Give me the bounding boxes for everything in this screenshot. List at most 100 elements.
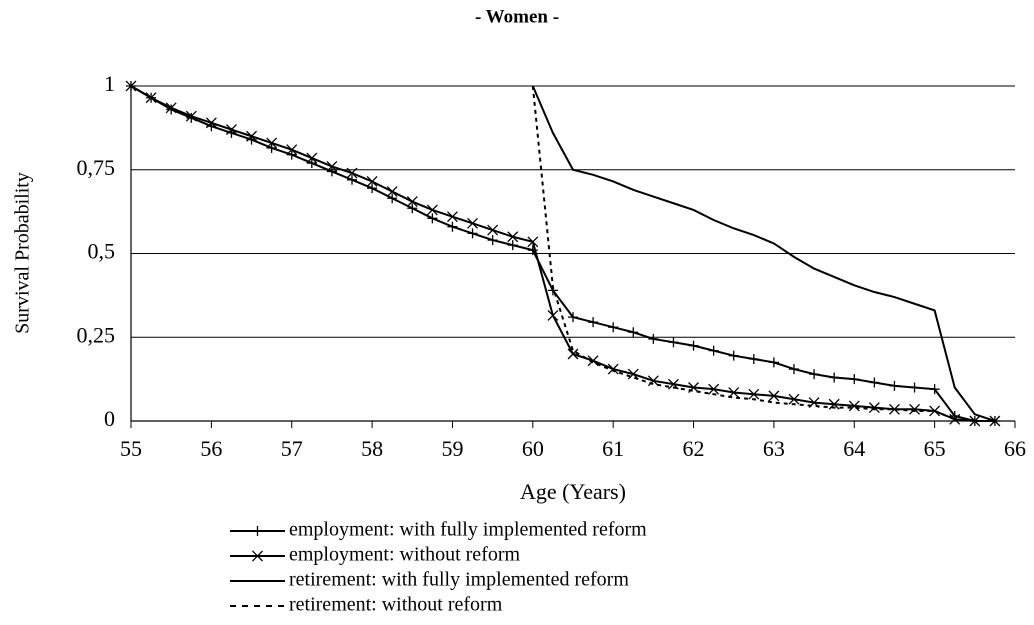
y-tick-label: 1 bbox=[104, 71, 115, 96]
marker bbox=[225, 124, 237, 136]
marker bbox=[628, 327, 639, 338]
marker bbox=[909, 382, 920, 393]
y-tick-label: 0,5 bbox=[88, 239, 116, 264]
marker bbox=[266, 142, 277, 153]
marker bbox=[286, 149, 297, 160]
marker bbox=[527, 245, 538, 256]
marker bbox=[347, 174, 357, 185]
marker bbox=[306, 158, 317, 169]
marker bbox=[366, 176, 378, 187]
marker bbox=[949, 413, 961, 425]
marker bbox=[387, 193, 398, 204]
marker bbox=[929, 384, 940, 395]
x-axis-label: Age (Years) bbox=[520, 479, 626, 504]
marker bbox=[587, 355, 599, 367]
marker bbox=[868, 402, 880, 414]
marker bbox=[446, 211, 458, 223]
marker bbox=[386, 186, 398, 197]
marker bbox=[909, 403, 921, 415]
legend-label: retirement: with fully implemented refor… bbox=[289, 569, 629, 591]
marker bbox=[326, 166, 337, 177]
marker bbox=[869, 377, 880, 388]
marker bbox=[205, 117, 217, 129]
marker bbox=[145, 92, 157, 104]
marker bbox=[507, 231, 519, 243]
marker bbox=[507, 240, 518, 251]
marker bbox=[608, 322, 619, 333]
marker bbox=[889, 380, 900, 391]
marker bbox=[426, 204, 438, 216]
marker bbox=[849, 374, 860, 385]
x-tick-label: 55 bbox=[120, 436, 142, 461]
series-line bbox=[531, 85, 995, 422]
marker bbox=[266, 137, 278, 149]
x-tick-label: 62 bbox=[683, 436, 705, 461]
marker bbox=[728, 350, 739, 361]
marker bbox=[789, 364, 799, 375]
marker bbox=[588, 317, 599, 328]
marker bbox=[252, 526, 263, 536]
marker bbox=[165, 102, 177, 114]
marker bbox=[708, 345, 719, 356]
x-tick-label: 56 bbox=[200, 436, 222, 461]
marker bbox=[708, 383, 720, 395]
marker bbox=[768, 390, 780, 402]
marker bbox=[286, 144, 298, 156]
marker bbox=[607, 363, 619, 375]
marker bbox=[246, 130, 258, 142]
marker bbox=[828, 398, 840, 410]
x-tick-label: 57 bbox=[281, 436, 303, 461]
marker bbox=[568, 312, 578, 323]
marker bbox=[748, 354, 759, 365]
marker bbox=[487, 235, 498, 246]
marker bbox=[125, 80, 137, 92]
x-tick-label: 63 bbox=[763, 436, 785, 461]
x-tick-label: 59 bbox=[441, 436, 463, 461]
y-tick-label: 0,25 bbox=[77, 322, 116, 347]
marker bbox=[326, 160, 338, 172]
marker bbox=[367, 183, 378, 194]
marker bbox=[447, 221, 458, 232]
marker bbox=[809, 369, 820, 380]
marker bbox=[346, 167, 358, 179]
series-line bbox=[531, 85, 996, 422]
marker bbox=[848, 400, 860, 412]
x-tick-label: 60 bbox=[522, 436, 544, 461]
chart-title: - Women - bbox=[475, 6, 559, 27]
marker bbox=[929, 405, 941, 417]
marker bbox=[427, 213, 438, 224]
x-tick-label: 64 bbox=[843, 436, 865, 461]
marker bbox=[788, 393, 800, 405]
marker bbox=[748, 388, 760, 400]
x-tick-label: 61 bbox=[602, 436, 624, 461]
marker bbox=[527, 236, 539, 248]
y-tick-label: 0,75 bbox=[77, 155, 116, 180]
marker bbox=[567, 348, 579, 360]
marker bbox=[407, 203, 418, 214]
legend-label: employment: with fully implemented refor… bbox=[289, 519, 647, 541]
x-tick-label: 65 bbox=[924, 436, 946, 461]
marker bbox=[547, 310, 559, 321]
marker bbox=[728, 387, 740, 398]
marker bbox=[647, 375, 659, 387]
marker bbox=[252, 550, 263, 562]
marker bbox=[306, 152, 318, 164]
marker bbox=[467, 217, 479, 229]
y-tick-label: 0 bbox=[104, 406, 115, 431]
marker bbox=[487, 224, 499, 236]
marker bbox=[648, 333, 659, 344]
x-tick-label: 66 bbox=[1004, 436, 1026, 461]
marker bbox=[668, 337, 679, 348]
marker bbox=[467, 228, 478, 239]
marker bbox=[688, 340, 699, 351]
marker bbox=[406, 196, 418, 208]
legend-label: retirement: without reform bbox=[289, 594, 503, 616]
marker bbox=[768, 357, 779, 368]
legend-label: employment: without reform bbox=[289, 544, 521, 566]
x-tick-label: 58 bbox=[361, 436, 383, 461]
marker bbox=[185, 110, 197, 122]
series-line bbox=[130, 85, 995, 422]
marker bbox=[888, 403, 900, 415]
y-axis-label: Survival Probability bbox=[12, 172, 34, 334]
